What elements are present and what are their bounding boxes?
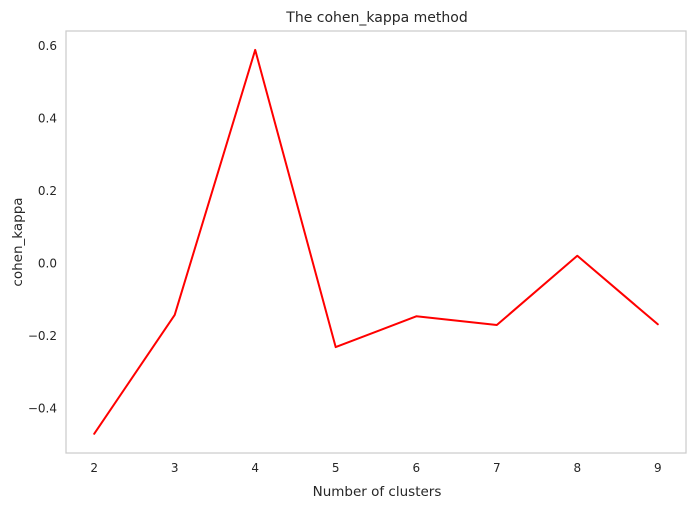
x-tick-label: 5 [332,461,340,475]
x-axis-title: Number of clusters [313,484,442,500]
x-tick-label: 4 [251,461,259,475]
x-tick-label: 7 [493,461,501,475]
plot-area [65,30,687,454]
x-tick-label: 8 [573,461,581,475]
x-tick-label: 3 [171,461,179,475]
y-tick-label: 0.4 [38,111,57,125]
y-tick-label: 0.6 [38,39,57,53]
x-axis-ticks: 2 3 4 5 6 7 8 9 [90,461,661,475]
series-layer [93,48,659,435]
y-tick-label: 0.2 [38,184,57,198]
y-axis-title: cohen_kappa [10,197,26,286]
y-tick-label: −0.2 [28,329,57,343]
x-tick-label: 9 [654,461,662,475]
x-tick-label: 2 [90,461,98,475]
series-line [93,48,659,435]
y-tick-label: −0.4 [28,401,57,415]
y-axis-ticks: −0.4 −0.2 0.0 0.2 0.4 0.6 [28,39,57,416]
chart-title: The cohen_kappa method [285,10,467,26]
y-tick-label: 0.0 [38,256,57,270]
x-tick-label: 6 [412,461,420,475]
